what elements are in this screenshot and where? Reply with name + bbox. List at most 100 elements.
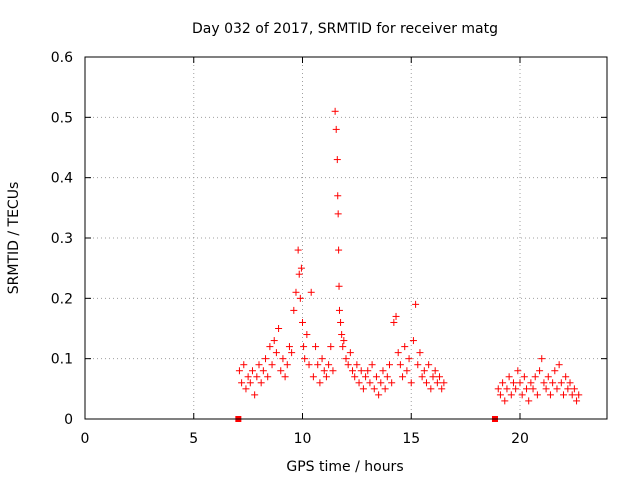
data-point — [279, 355, 287, 363]
data-point — [407, 379, 415, 387]
y-tick-label: 0.1 — [51, 352, 73, 368]
data-point — [542, 385, 550, 393]
data-point — [425, 361, 433, 369]
data-point — [272, 349, 280, 357]
data-point — [238, 379, 246, 387]
data-point — [533, 391, 541, 399]
data-point — [322, 373, 330, 381]
data-point — [440, 379, 448, 387]
data-point — [525, 397, 533, 405]
data-point — [427, 385, 435, 393]
data-point — [540, 379, 548, 387]
data-point — [416, 349, 424, 357]
data-point — [392, 312, 400, 320]
data-point — [509, 379, 517, 387]
data-point — [337, 318, 345, 326]
data-point — [353, 361, 361, 369]
data-point — [333, 156, 341, 164]
chart-title: Day 032 of 2017, SRMTID for receiver mat… — [192, 21, 498, 37]
data-point — [335, 246, 343, 254]
y-tick-label: 0 — [64, 412, 73, 428]
data-point — [320, 367, 328, 375]
data-point — [244, 373, 252, 381]
data-point — [364, 367, 372, 375]
x-axis-title: GPS time / hours — [286, 459, 403, 475]
data-point — [409, 337, 417, 345]
data-point — [557, 379, 565, 387]
data-point — [386, 361, 393, 369]
data-point — [255, 361, 263, 369]
data-point — [529, 385, 537, 393]
data-point — [564, 385, 572, 393]
data-point — [349, 367, 357, 375]
data-point — [335, 282, 343, 290]
data-point — [303, 331, 311, 339]
data-point — [292, 288, 300, 296]
data-point — [516, 379, 524, 387]
data-point — [296, 294, 304, 302]
x-tick-label: 20 — [511, 431, 529, 447]
data-point — [285, 343, 293, 351]
data-point — [312, 343, 320, 351]
data-point — [305, 361, 313, 369]
data-point — [518, 391, 526, 399]
data-point — [281, 373, 289, 381]
data-point — [253, 373, 261, 381]
data-point — [297, 264, 305, 272]
data-point — [422, 379, 430, 387]
data-point — [496, 391, 504, 399]
data-point — [351, 373, 359, 381]
data-point — [383, 373, 391, 381]
data-point — [503, 385, 511, 393]
data-point — [507, 391, 515, 399]
data-point — [414, 361, 422, 369]
data-point — [301, 355, 309, 363]
data-point — [295, 270, 303, 278]
data-point — [570, 385, 578, 393]
data-point — [314, 361, 322, 369]
data-point — [240, 361, 248, 369]
data-point — [390, 318, 398, 326]
data-point — [370, 385, 378, 393]
data-point — [523, 385, 531, 393]
data-point — [270, 337, 278, 345]
data-point — [501, 397, 509, 405]
data-point — [325, 361, 333, 369]
data-point — [514, 367, 522, 375]
data-point — [264, 373, 272, 381]
data-point — [399, 373, 407, 381]
data-point — [368, 361, 376, 369]
data-point — [248, 367, 256, 375]
data-point — [433, 379, 441, 387]
data-point — [275, 325, 283, 332]
data-point — [536, 367, 544, 375]
data-point — [259, 367, 267, 375]
data-point — [307, 288, 315, 296]
data-point — [544, 373, 552, 381]
data-point — [553, 385, 561, 393]
data-point — [300, 343, 308, 351]
data-point — [377, 379, 385, 387]
data-point — [494, 385, 502, 393]
data-point — [290, 306, 298, 314]
data-point — [555, 361, 563, 369]
x-tick-label: 10 — [294, 431, 312, 447]
data-point — [575, 391, 583, 399]
data-point — [235, 367, 243, 375]
data-point — [381, 385, 389, 393]
data-point — [388, 379, 396, 387]
data-point — [355, 379, 363, 387]
data-point — [512, 385, 520, 393]
x-tick-label: 0 — [81, 431, 90, 447]
data-point — [257, 379, 265, 387]
data-point — [531, 373, 539, 381]
data-point — [335, 306, 343, 314]
data-point — [309, 373, 317, 381]
data-point — [538, 355, 546, 363]
data-point — [251, 391, 259, 399]
data-point — [316, 379, 324, 387]
data-point — [438, 385, 446, 393]
data-point — [546, 391, 554, 399]
